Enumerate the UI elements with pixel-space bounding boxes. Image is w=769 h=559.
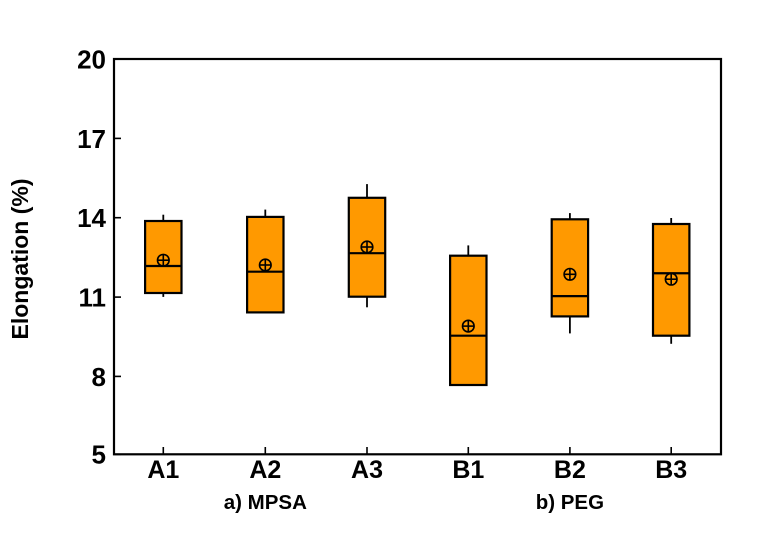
svg-text:A1: A1	[147, 456, 179, 484]
svg-text:a) MPSA: a) MPSA	[224, 491, 307, 514]
svg-text:A3: A3	[351, 456, 383, 484]
svg-text:B1: B1	[452, 456, 484, 484]
svg-text:8: 8	[92, 362, 106, 392]
svg-text:Elongation (%): Elongation (%)	[7, 179, 33, 340]
svg-text:17: 17	[77, 124, 106, 154]
svg-text:B3: B3	[655, 456, 687, 484]
svg-text:20: 20	[77, 45, 106, 75]
svg-text:11: 11	[79, 283, 107, 313]
svg-text:B2: B2	[554, 456, 586, 484]
svg-text:14: 14	[77, 203, 106, 233]
svg-text:b) PEG: b) PEG	[536, 491, 604, 514]
svg-text:5: 5	[92, 440, 106, 470]
svg-text:A2: A2	[249, 456, 281, 484]
